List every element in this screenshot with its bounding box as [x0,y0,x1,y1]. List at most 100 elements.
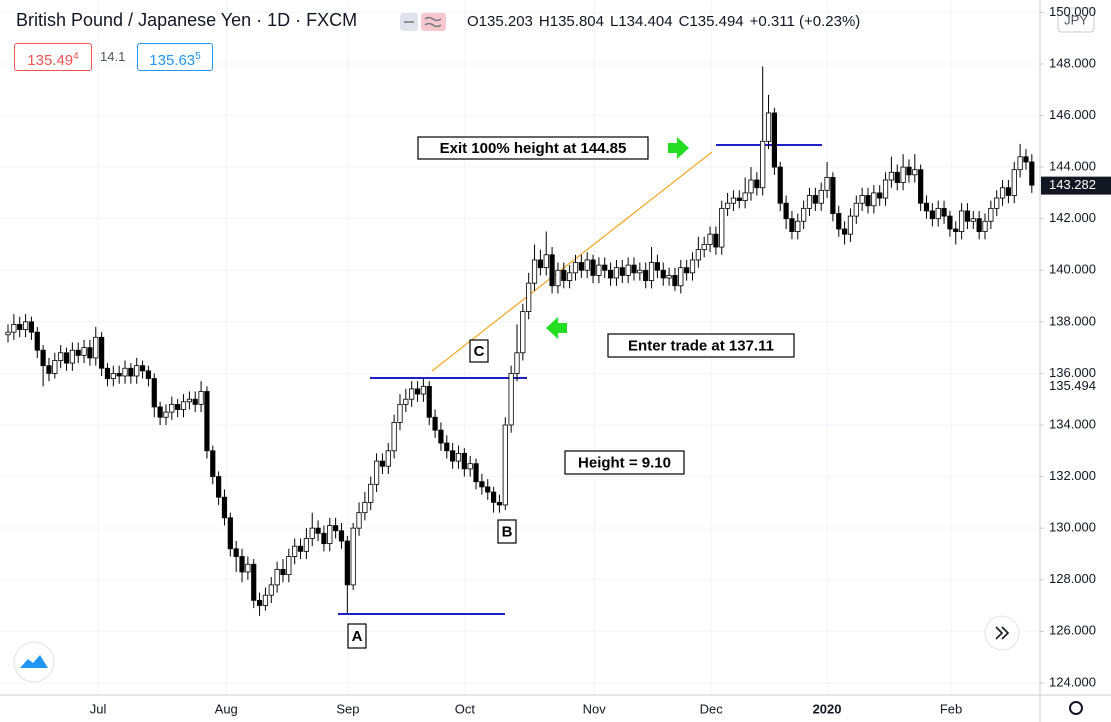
ohlc-legend: O135.203 H135.804 L134.404 C135.494 +0.311 (… [467,13,860,30]
candle-body [151,378,157,408]
sell-button[interactable]: 135.494 [14,43,92,71]
x-tick-label: Jul [90,701,107,716]
candle-body [643,269,649,281]
candle-body [5,331,11,336]
candle-body [180,401,187,410]
candle-body [607,269,614,279]
candle-body [596,264,602,276]
candle-body [719,207,725,248]
annotation: Exit 100% height at 144.85 [440,140,627,157]
candle-body [297,545,304,552]
price-axis [1040,0,1111,722]
candle-body [531,259,538,284]
candle-body [409,388,415,400]
currency: JPY [1064,12,1088,27]
candle-body [385,450,391,467]
candle-body [292,545,298,557]
buy-button[interactable]: 135.635 [137,43,213,71]
candle-body [859,195,865,204]
icon-button[interactable] [421,13,446,31]
candle-body [28,321,35,333]
candle-body [485,486,491,493]
annotation: Enter trade at 137.11 [628,337,774,354]
candle-body [970,218,976,222]
candle-body [34,331,40,351]
candle-body [438,429,444,444]
y-tick-label: 128.000 [1049,571,1096,586]
candle-body [333,525,339,532]
arrow-left [546,317,567,339]
candle-body [666,275,672,279]
currency-box[interactable] [1057,7,1095,33]
ohlc-value: 134.404 [618,13,673,30]
candle-body [1017,156,1023,171]
candle-body [11,324,17,333]
candle-body [742,192,748,202]
candle-body [192,398,198,405]
candle-body [847,215,854,235]
annotation: A [352,628,363,645]
candle-body [684,267,690,274]
candle-body [315,527,321,534]
candle-body [169,403,175,413]
candle-body [590,259,596,276]
candle-body [625,264,631,276]
candle-body [455,452,462,462]
candle-body [853,202,859,217]
candle-body [134,365,140,377]
y-tick-label: 138.000 [1049,313,1096,328]
candle-body [163,411,169,418]
x-tick-label: 2020 [813,701,842,716]
candle-body [104,367,111,379]
candle-body [561,269,567,281]
annotations: Exit 100% height at 144.85 Enter trade at… [347,136,795,649]
settings-icon[interactable] [1069,701,1083,715]
x-tick-label: Aug [215,701,238,716]
candle-body [701,244,707,251]
candle-body [461,452,467,470]
candle-body [268,584,274,596]
candle-body [578,262,584,271]
candle-body [888,171,895,181]
candle-body [1011,169,1017,196]
candle-body [1023,156,1029,163]
candle-body [303,538,309,552]
candle-body [894,171,900,183]
ohlc-key: H [538,13,550,30]
trend-line [431,151,713,372]
candle-body [245,563,251,573]
candle-body [713,233,719,248]
sell-pip: 4 [73,51,79,62]
candle-body [941,207,947,217]
candle-body [672,275,678,287]
ohlc-key: O [467,13,479,30]
candle-body [929,210,935,220]
annotation-box [497,519,517,544]
candle-body [338,530,345,542]
candle-body [976,218,982,232]
candle-body [1005,187,1012,196]
sell-price: 135.49 [27,52,74,69]
candle-body [157,406,163,418]
annotation-box [564,450,685,475]
annotation-box [417,136,649,160]
time-axis [0,695,1111,722]
candle-body [637,269,643,274]
candle-body [543,254,549,269]
candle-body [93,336,99,359]
candle-body [373,460,380,485]
candle-body [999,187,1006,199]
y-tick-label: 148.000 [1049,55,1096,70]
candle-body [806,195,813,209]
candle-body [145,370,152,379]
candle-body [75,349,81,356]
candle-body [619,267,625,276]
icon [404,16,442,28]
candle-body [877,192,883,199]
candle-body [526,282,532,312]
candle-body [479,481,485,488]
symbol-title: British Pound / Japanese Yen · 1D · FXCM [16,10,358,30]
candle-body [918,169,924,204]
candle-body [227,517,233,550]
